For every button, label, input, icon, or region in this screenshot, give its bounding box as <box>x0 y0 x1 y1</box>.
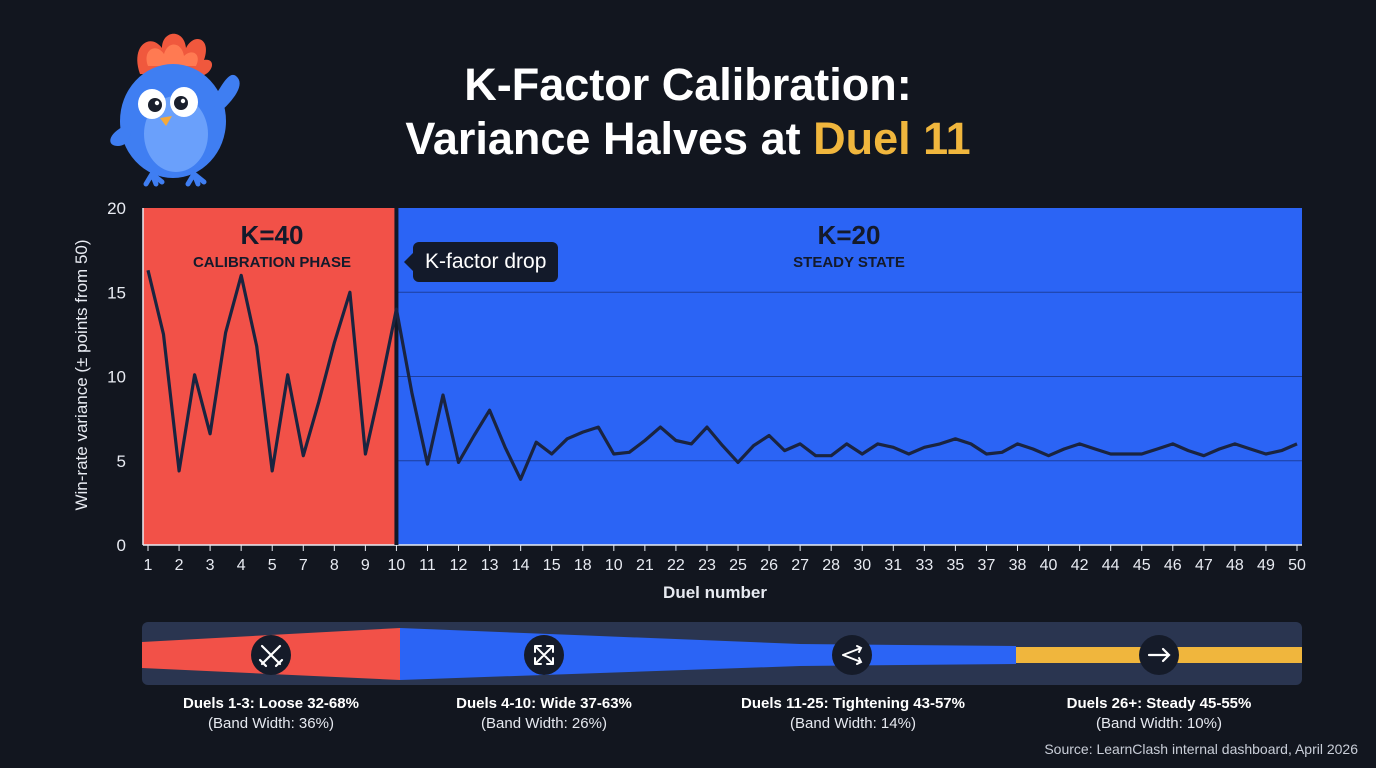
k-factor-drop-callout: K-factor drop <box>403 242 559 282</box>
y-tick-label: 10 <box>107 368 126 387</box>
stage-label-3: Duels 11-25: Tightening 43-57% (Band Wid… <box>703 694 1003 734</box>
gridlines <box>396 291 1302 462</box>
y-tick-label: 5 <box>117 452 126 471</box>
x-tick-label: 18 <box>574 557 592 574</box>
stage-title: Duels 26+: Steady 45-55% <box>1066 695 1252 712</box>
stage-subtitle: (Band Width: 14%) <box>790 715 916 732</box>
x-tick-label: 27 <box>791 557 809 574</box>
steady-heading: K=20 <box>818 220 881 250</box>
x-tick-label: 35 <box>947 557 965 574</box>
x-tick-label: 7 <box>299 557 308 574</box>
x-tick-label: 48 <box>1226 557 1244 574</box>
x-tick-label: 44 <box>1102 557 1120 574</box>
x-axis-label: Duel number <box>663 583 767 602</box>
stage-label-1: Duels 1-3: Loose 32-68% (Band Width: 36%… <box>141 694 401 734</box>
title-highlight: Duel 11 <box>813 113 971 164</box>
x-tick-label: 11 <box>419 557 436 574</box>
calibration-heading: K=40 <box>241 220 304 250</box>
x-tick-label: 10 <box>605 557 623 574</box>
y-tick-label: 15 <box>107 283 126 302</box>
x-tick-label: 37 <box>978 557 996 574</box>
x-tick-label: 14 <box>512 557 530 574</box>
title-line-2-prefix: Variance Halves at <box>405 113 814 164</box>
x-tick-label: 25 <box>729 557 747 574</box>
stage-subtitle: (Band Width: 26%) <box>481 715 607 732</box>
x-tick-label: 46 <box>1164 557 1182 574</box>
x-tick-label: 22 <box>667 557 685 574</box>
x-tick-label: 42 <box>1071 557 1089 574</box>
x-tick-label: 23 <box>698 557 716 574</box>
right-arrow-icon <box>1139 635 1179 675</box>
bird-mascot-logo <box>110 33 240 187</box>
y-axis-label: Win-rate variance (± points from 50) <box>72 239 91 510</box>
stage-title: Duels 1-3: Loose 32-68% <box>183 695 359 712</box>
x-tick-label: 49 <box>1257 557 1275 574</box>
x-tick-label: 13 <box>481 557 499 574</box>
title-line-1: K-Factor Calibration: <box>464 59 912 110</box>
x-tick-label: 3 <box>206 557 215 574</box>
series-layer <box>146 208 1298 545</box>
source-note: Source: LearnClash internal dashboard, A… <box>1044 741 1358 757</box>
x-tick-label: 26 <box>760 557 778 574</box>
x-tick-label: 9 <box>361 557 370 574</box>
stage-label-4: Duels 26+: Steady 45-55% (Band Width: 10… <box>1029 694 1289 734</box>
x-tick-label: 1 <box>144 557 153 574</box>
band-width-timeline <box>142 622 1302 685</box>
x-tick-label: 50 <box>1288 557 1306 574</box>
stage-subtitle: (Band Width: 36%) <box>208 715 334 732</box>
y-tick-label: 0 <box>117 536 126 555</box>
stage-label-2: Duels 4-10: Wide 37-63% (Band Width: 26%… <box>414 694 674 734</box>
steady-label: STEADY STATE <box>793 254 905 271</box>
x-tick-label: 8 <box>330 557 339 574</box>
stage-title: Duels 11-25: Tightening 43-57% <box>741 695 965 712</box>
x-tick-label: 4 <box>237 557 246 574</box>
x-tick-label: 28 <box>822 557 840 574</box>
x-tick-label: 47 <box>1195 557 1213 574</box>
x-tick-label: 40 <box>1040 557 1058 574</box>
variance-series-line <box>146 269 1298 481</box>
x-tick-label: 2 <box>175 557 184 574</box>
x-tick-label: 5 <box>268 557 277 574</box>
x-tick-label: 30 <box>853 557 871 574</box>
converge-arrows-icon <box>832 635 872 675</box>
crossed-swords-icon <box>251 635 291 675</box>
expand-arrows-icon <box>524 635 564 675</box>
x-tick-label: 10 <box>388 557 406 574</box>
x-tick-label: 45 <box>1133 557 1151 574</box>
x-tick-label: 31 <box>884 557 902 574</box>
stage-subtitle: (Band Width: 10%) <box>1096 715 1222 732</box>
x-tick-label: 33 <box>915 557 933 574</box>
y-tick-label: 20 <box>107 199 126 218</box>
x-tick-label: 21 <box>636 557 654 574</box>
stage-title: Duels 4-10: Wide 37-63% <box>456 695 632 712</box>
chart-title: K-Factor Calibration: Variance Halves at… <box>240 58 1136 166</box>
x-tick-label: 15 <box>543 557 561 574</box>
x-tick-label: 38 <box>1009 557 1027 574</box>
calibration-region <box>143 208 397 545</box>
calibration-label: CALIBRATION PHASE <box>193 254 351 271</box>
x-tick-label: 12 <box>450 557 468 574</box>
